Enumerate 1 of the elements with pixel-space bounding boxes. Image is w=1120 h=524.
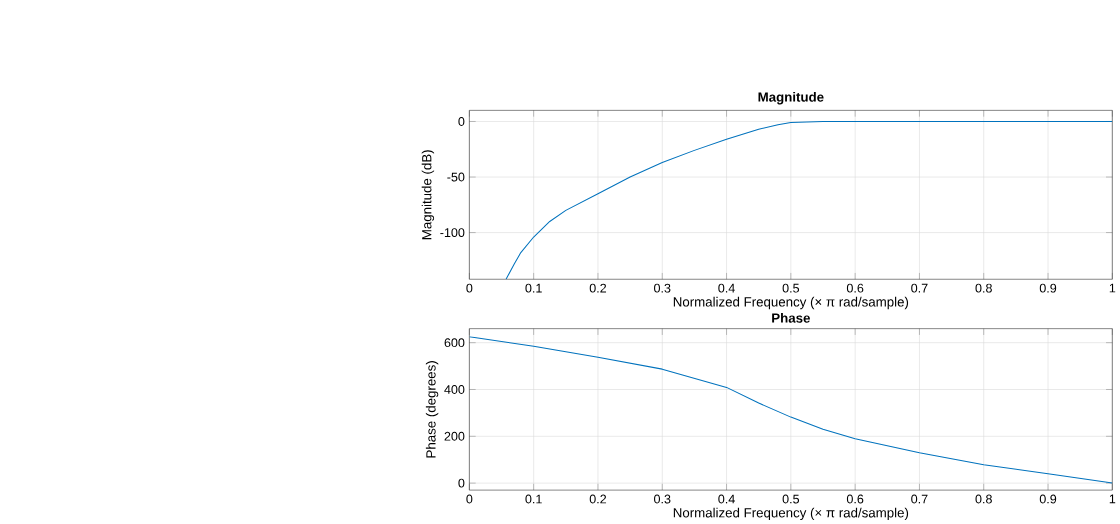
line-series xyxy=(469,336,1113,484)
